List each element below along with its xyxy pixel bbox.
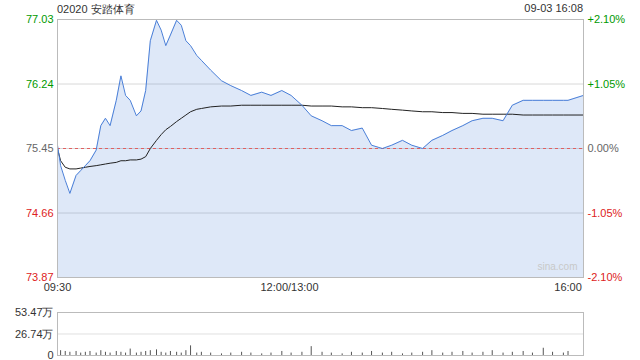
svg-text:77.03: 77.03 xyxy=(26,13,54,25)
svg-text:74.66: 74.66 xyxy=(26,207,54,219)
svg-text:-2.10%: -2.10% xyxy=(588,271,623,283)
svg-text:76.24: 76.24 xyxy=(26,78,54,90)
svg-text:75.45: 75.45 xyxy=(26,142,54,154)
svg-text:+1.05%: +1.05% xyxy=(588,78,626,90)
svg-text:73.87: 73.87 xyxy=(26,271,54,283)
html-text:09-03 16:08: 09-03 16:08 xyxy=(524,2,583,14)
svg-text:26.74万: 26.74万 xyxy=(15,328,54,340)
svg-text:0: 0 xyxy=(47,349,53,360)
svg-text:+2.10%: +2.10% xyxy=(588,13,626,25)
svg-text:16:00: 16:00 xyxy=(554,281,582,293)
svg-text:53.47万: 53.47万 xyxy=(15,306,54,318)
html-text:02020 安踏体育: 02020 安踏体育 xyxy=(57,3,135,15)
svg-text:0.00%: 0.00% xyxy=(588,142,619,154)
svg-text:09:30: 09:30 xyxy=(44,281,72,293)
svg-text:-1.05%: -1.05% xyxy=(588,207,623,219)
svg-text:sina.com: sina.com xyxy=(537,261,577,272)
svg-text:12:00/13:00: 12:00/13:00 xyxy=(260,281,318,293)
